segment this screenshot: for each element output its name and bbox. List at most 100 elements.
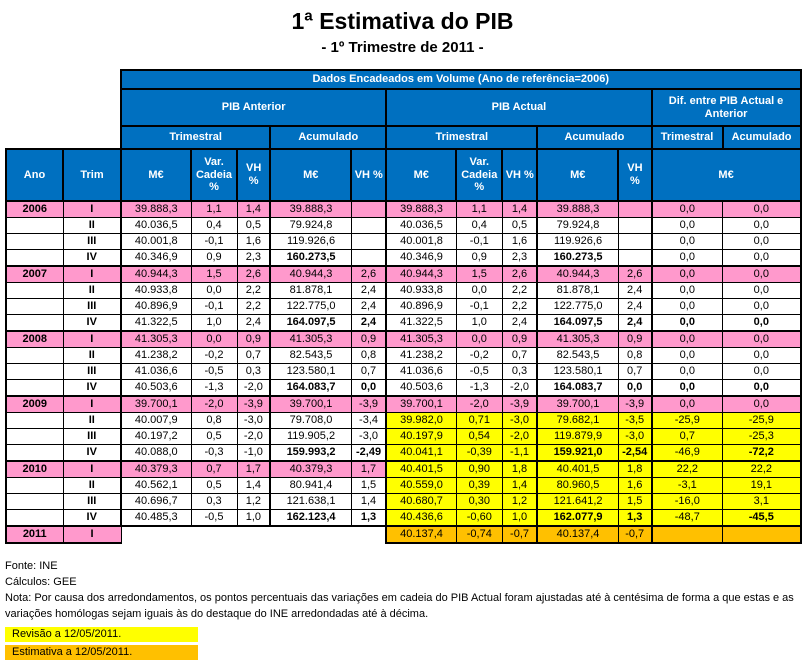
table-row: III 41.036,6 -0,5 0,3 123.580,1 0,7 41.036,6 -0… [5, 363, 802, 380]
year-cell [5, 428, 64, 445]
data-cell-anterior-acum-me: 79.708,0 [269, 412, 352, 429]
legend-revisao: Revisão a 12/05/2011. [5, 627, 198, 642]
data-cell-anterior-var-cadeia: -0,2 [190, 347, 238, 364]
data-cell-actual-acum-vh: -3,9 [617, 395, 653, 413]
data-cell-anterior-acum-vh [350, 217, 387, 234]
data-cell-actual-vh: 2,4 [501, 314, 538, 332]
data-cell-actual-acum-vh: -0,7 [617, 525, 653, 544]
data-cell-actual-acum-me: 79.924,8 [536, 217, 619, 234]
data-cell-actual-acum-me: 82.543,5 [536, 347, 619, 364]
data-cell-actual-var-cadeia: -1,3 [455, 379, 503, 397]
data-cell-dif-trimestral: 0,0 [650, 233, 724, 250]
data-cell-dif-trimestral: 0,0 [650, 217, 724, 234]
data-cell-anterior-vh: -3,0 [236, 412, 271, 429]
data-cell-anterior-acum-vh [350, 233, 387, 250]
data-cell-anterior-acum-vh: -3,0 [350, 428, 387, 445]
data-cell-anterior-acum-vh: 0,0 [350, 379, 387, 397]
data-cell-anterior-vh: 2,6 [236, 265, 271, 283]
data-cell-anterior-vh: -2,0 [236, 379, 271, 397]
data-cell-anterior-trim-me: 40.944,3 [120, 265, 192, 283]
data-cell-actual-trim-me: 40.197,9 [385, 428, 457, 445]
data-cell-actual-acum-vh: 1,3 [617, 509, 653, 527]
data-cell-anterior-acum-me: 81.878,1 [269, 282, 352, 299]
data-cell-anterior-acum-vh: 2,6 [350, 265, 387, 283]
data-cell-anterior-acum-vh [351, 526, 387, 543]
year-cell [5, 379, 64, 397]
data-cell-anterior-acum-me: 160.273,5 [269, 249, 352, 267]
table-row: IV 40.346,9 0,9 2,3 160.273,5 40.346,9 0,9 2,3 1… [5, 249, 802, 267]
data-cell-actual-acum-me: 162.077,9 [536, 509, 619, 527]
table-row: II 41.238,2 -0,2 0,7 82.543,5 0,8 41.238,2 -0,2… [5, 347, 802, 364]
data-cell-actual-vh: 2,2 [501, 298, 538, 315]
col-header-me-dif: M€ [650, 148, 802, 202]
data-cell-actual-trim-me: 41.238,2 [385, 347, 457, 364]
col-header-ano: Ano [5, 148, 64, 202]
data-cell-anterior-vh [237, 526, 271, 543]
data-cell-actual-vh: 1,2 [501, 493, 538, 510]
year-cell [5, 477, 64, 494]
data-cell-anterior-acum-me: 119.905,2 [269, 428, 352, 445]
data-cell-actual-acum-me: 39.700,1 [536, 395, 619, 413]
data-cell-actual-trim-me: 39.700,1 [385, 395, 457, 413]
data-cell-actual-trim-me: 41.322,5 [385, 314, 457, 332]
quarter-cell: I [62, 330, 122, 348]
data-cell-anterior-trim-me: 41.322,5 [120, 314, 192, 332]
data-cell-actual-acum-vh: -3,0 [617, 428, 653, 445]
quarter-cell: III [62, 363, 122, 380]
year-cell [5, 249, 64, 267]
quarter-cell: II [62, 477, 122, 494]
header-spacer [6, 126, 121, 149]
col-header-vh-actual-trim: VH % [501, 148, 539, 202]
data-cell-dif-trimestral: 0,0 [650, 330, 724, 348]
data-cell-anterior-vh: -1,0 [236, 444, 271, 462]
legend: Revisão a 12/05/2011. Estimativa a 12/05… [5, 627, 805, 660]
data-cell-anterior-acum-me: 162.123,4 [269, 509, 352, 527]
data-cell-actual-var-cadeia: -0,74 [455, 525, 503, 544]
data-cell-actual-acum-vh: 1,5 [617, 493, 653, 510]
table-row: 2009 I 39.700,1 -2,0 -3,9 39.700,1 -3,9 39.700,… [5, 395, 802, 413]
data-cell-dif-acumulado: 0,0 [722, 249, 802, 267]
data-cell-anterior-acum-me: 41.305,3 [269, 330, 352, 348]
data-cell-dif-trimestral [650, 525, 724, 544]
col-header-me-actual-trim: M€ [385, 148, 458, 202]
quarter-cell: IV [62, 509, 122, 527]
data-cell-anterior-acum-vh: 1,5 [350, 477, 387, 494]
data-cell-anterior-acum-me: 40.944,3 [269, 265, 352, 283]
data-cell-actual-acum-vh [617, 200, 653, 218]
table-row: III 40.696,7 0,3 1,2 121.638,1 1,4 40.680,7 0,3… [5, 493, 802, 510]
quarter-cell: II [62, 347, 122, 364]
data-cell-anterior-trim-me: 40.933,8 [120, 282, 192, 299]
data-cell-anterior-vh: 1,7 [236, 460, 271, 478]
data-cell-actual-acum-vh: 1,6 [617, 477, 653, 494]
data-cell-anterior-vh: 1,6 [236, 233, 271, 250]
data-cell-anterior-vh: 2,2 [236, 282, 271, 299]
data-cell-actual-acum-me: 164.097,5 [536, 314, 619, 332]
data-cell-anterior-acum-me: 80.941,4 [269, 477, 352, 494]
table-row: 2011 I 40.137,4 -0,74 -0,7 40.137,4 -0,7 [5, 525, 802, 544]
data-cell-actual-vh: 0,9 [501, 330, 538, 348]
data-cell-anterior-vh: -3,9 [236, 395, 271, 413]
data-cell-actual-vh: 0,3 [501, 363, 538, 380]
quarter-cell: IV [62, 314, 122, 332]
data-cell-actual-acum-me: 121.641,2 [536, 493, 619, 510]
data-cell-dif-acumulado: 0,0 [722, 314, 802, 332]
col-header-vh-anterior-acum: VH % [350, 148, 388, 202]
data-cell-anterior-trim-me: 40.088,0 [120, 444, 192, 462]
data-cell-actual-vh: -2,0 [501, 428, 538, 445]
footer: Fonte: INE Cálculos: GEE Nota: Por causa… [5, 558, 805, 660]
data-cell-anterior-trim-me: 39.888,3 [120, 200, 192, 218]
data-cell-actual-var-cadeia: -0,39 [455, 444, 503, 462]
table-row: 2006 I 39.888,3 1,1 1,4 39.888,3 39.888,3 1,1 1,… [5, 200, 802, 218]
data-cell-anterior-trim-me: 40.346,9 [120, 249, 192, 267]
data-cell-anterior-trim-me: 40.001,8 [120, 233, 192, 250]
data-cell-anterior-vh: 0,9 [236, 330, 271, 348]
data-cell-actual-var-cadeia: 0,0 [455, 330, 503, 348]
subgroup-acumulado-anterior: Acumulado [269, 125, 388, 150]
data-cell-actual-acum-vh [617, 233, 653, 250]
data-cell-dif-trimestral: -48,7 [650, 509, 724, 527]
data-cell-actual-vh: -3,0 [501, 412, 538, 429]
quarter-cell: I [62, 200, 122, 218]
data-cell-anterior-vh: 1,4 [236, 200, 271, 218]
data-cell-anterior-vh: 0,5 [236, 217, 271, 234]
data-cell-dif-trimestral: -16,0 [650, 493, 724, 510]
